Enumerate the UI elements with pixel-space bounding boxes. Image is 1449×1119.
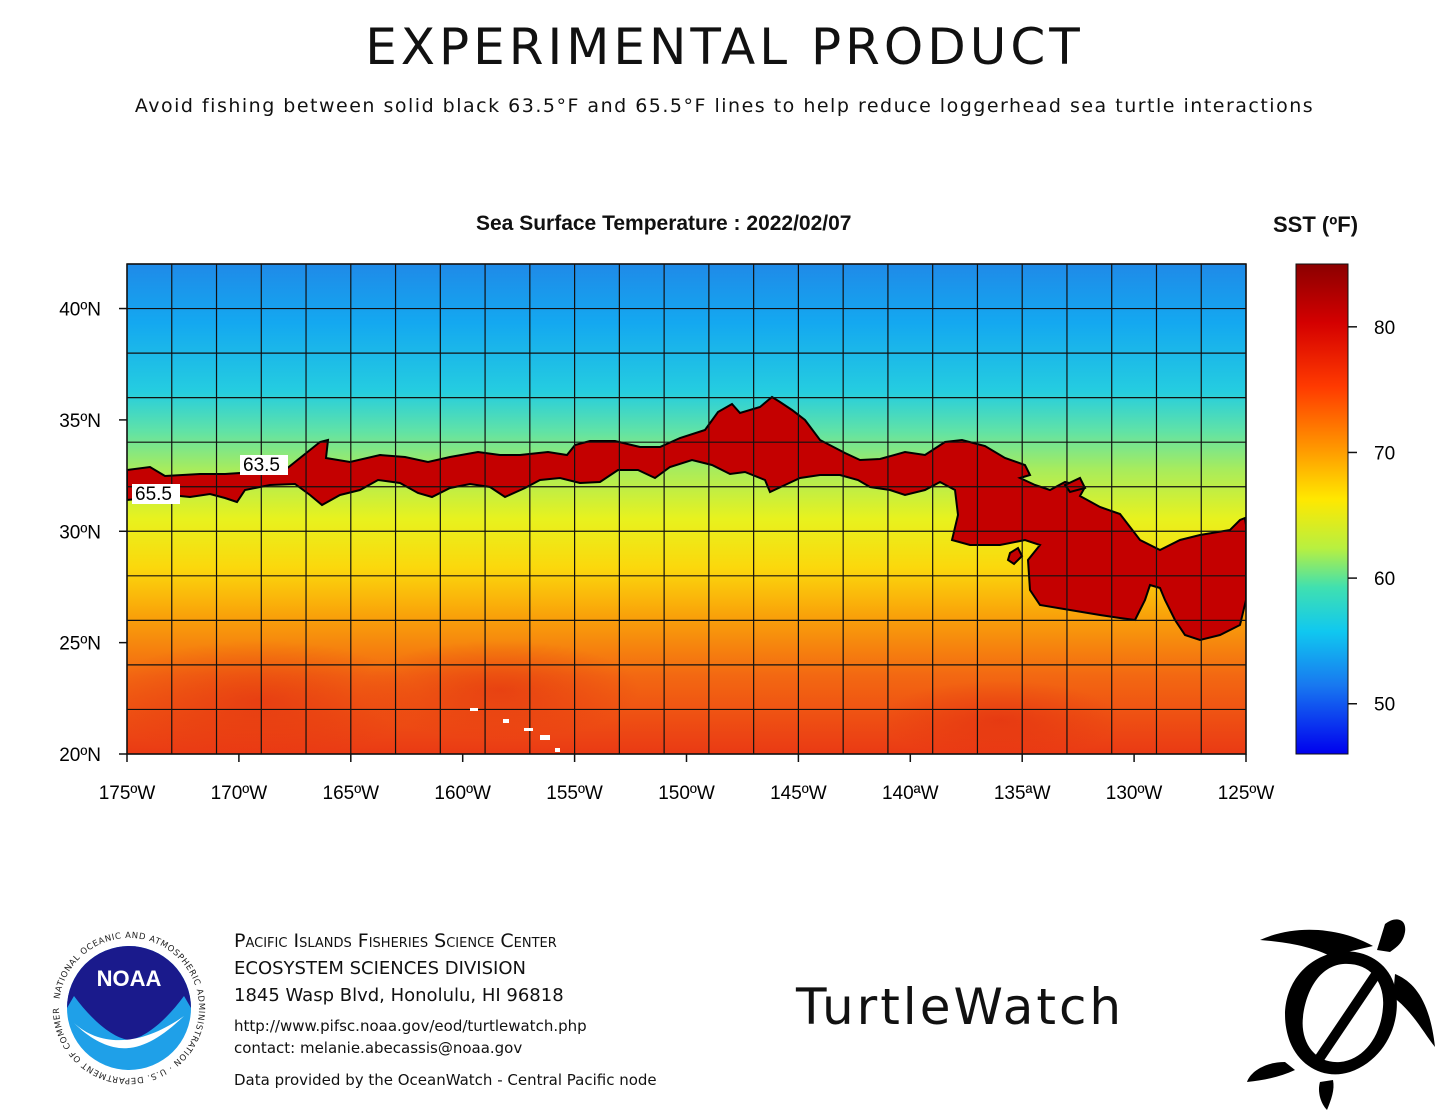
legend-tick-label: 50: [1374, 695, 1395, 716]
lon-tick-label: 175ºW: [99, 783, 156, 804]
lon-tick-label: 140ªW: [882, 783, 939, 804]
footer-division: ECOSYSTEM SCIENCES DIVISION: [234, 958, 526, 979]
lon-tick-label: 130ºW: [1106, 783, 1163, 804]
product-name: TurtleWatch: [796, 978, 1125, 1036]
page-title: EXPERIMENTAL PRODUCT: [365, 18, 1084, 76]
lat-tick-label: 20ºN: [59, 745, 101, 766]
lon-tick-label: 145ºW: [770, 783, 827, 804]
lon-tick-label: 125ºW: [1218, 783, 1275, 804]
legend-title: SST (ºF): [1273, 212, 1359, 237]
legend-tick-label: 80: [1374, 318, 1395, 339]
sst-map: 63.5 65.5 175ºW 170ºW 165ºW 160ºW 155ºW 150ºW…: [59, 263, 1395, 804]
lat-tick-label: 30ºN: [59, 522, 101, 543]
contour-label-text-63-5: 63.5: [243, 455, 280, 476]
legend-tick-label: 60: [1374, 569, 1395, 590]
lat-tick-label: 35ºN: [59, 411, 101, 432]
map-title: Sea Surface Temperature : 2022/02/07: [476, 212, 852, 235]
page-subtitle: Avoid fishing between solid black 63.5°F…: [134, 95, 1315, 117]
footer-address: 1845 Wasp Blvd, Honolulu, HI 96818: [234, 985, 564, 1006]
latitude-axis: 40ºN 35ºN 30ºN 25ºN 20ºN: [59, 300, 127, 766]
lon-tick-label: 165ºW: [323, 783, 380, 804]
footer-org: Pacific Islands Fisheries Science Center: [234, 930, 557, 952]
lon-tick-label: 135ªW: [994, 783, 1051, 804]
lon-tick-label: 170ºW: [211, 783, 268, 804]
legend-colorbar: [1295, 263, 1349, 755]
avoid-zone: [127, 395, 1246, 642]
contour-label-63-5: 63.5: [240, 455, 288, 476]
lat-tick-label: 25ºN: [59, 634, 101, 655]
lat-tick-label: 40ºN: [59, 300, 101, 321]
svg-text:NOAA: NOAA: [97, 966, 162, 991]
lon-tick-label: 150ºW: [658, 783, 715, 804]
longitude-axis: 175ºW 170ºW 165ºW 160ºW 155ºW 150ºW 145ºW 140ªW…: [99, 754, 1275, 804]
lon-tick-label: 155ºW: [546, 783, 603, 804]
contour-label-65-5: 65.5: [132, 484, 180, 505]
sea-turtle-icon: [1247, 919, 1435, 1110]
legend-tick-label: 70: [1374, 443, 1395, 464]
footer-contact[interactable]: contact: melanie.abecassis@noaa.gov: [234, 1039, 523, 1057]
hawaii-islands: [470, 708, 560, 752]
contour-label-text-65-5: 65.5: [135, 484, 172, 505]
lon-tick-label: 160ºW: [434, 783, 491, 804]
noaa-logo-icon: NATIONAL OCEANIC AND ATMOSPHERIC ADMINIS…: [44, 928, 207, 1086]
footer-url[interactable]: http://www.pifsc.noaa.gov/eod/turtlewatc…: [234, 1017, 587, 1035]
legend-ticks: 80 70 60 50: [1348, 318, 1395, 716]
footer-text: Pacific Islands Fisheries Science Center…: [234, 928, 657, 1091]
footer-credit: Data provided by the OceanWatch - Centra…: [234, 1071, 657, 1089]
